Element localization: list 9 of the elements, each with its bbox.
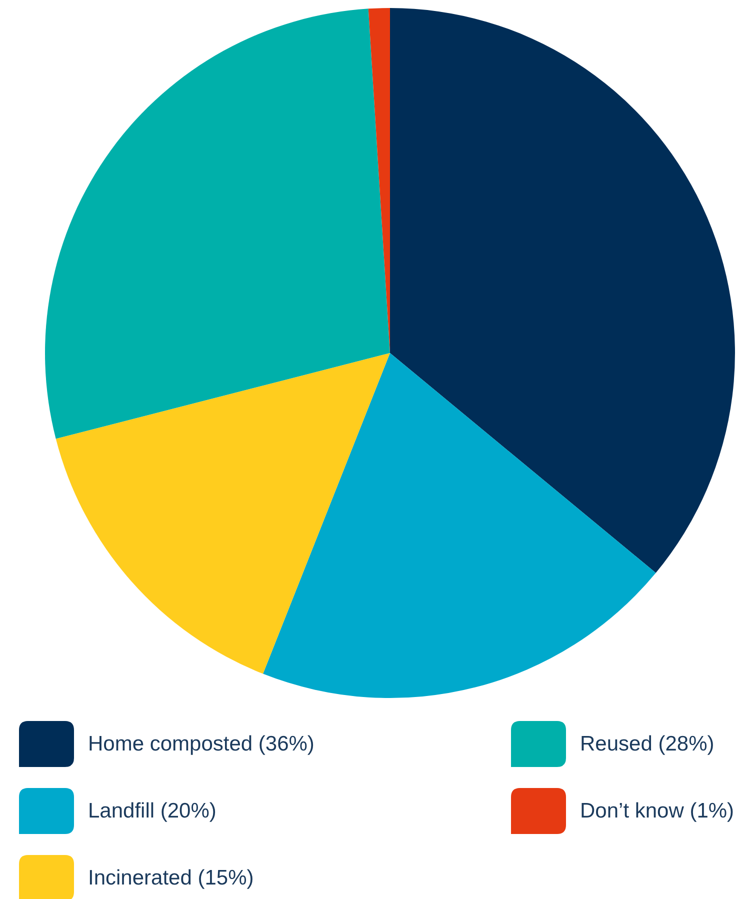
legend-label: Home composted (36%) <box>88 732 314 756</box>
legend-label: Incinerated (15%) <box>88 866 254 890</box>
legend-label: Landfill (20%) <box>88 800 216 822</box>
pie-slice <box>390 8 734 573</box>
pie-slice <box>56 353 390 674</box>
pie-slice <box>262 353 656 698</box>
legend-label: Don’t know (1%) <box>580 800 734 822</box>
legend-label: Reused (28%) <box>580 732 714 756</box>
pie-slice <box>45 8 390 439</box>
